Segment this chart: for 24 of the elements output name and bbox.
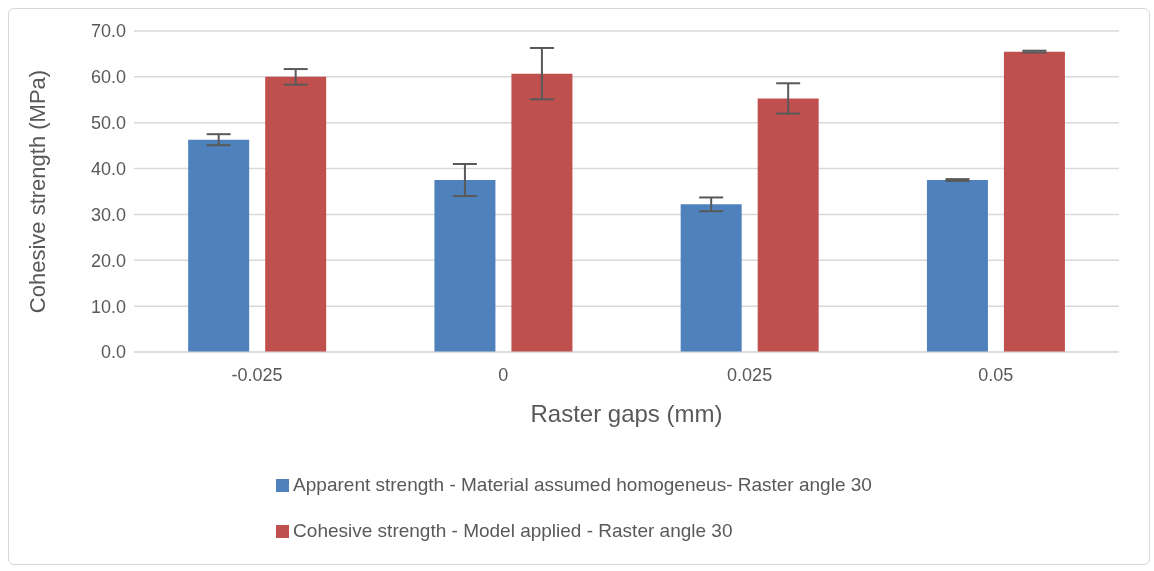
bar [757, 98, 819, 352]
legend-label: Apparent strength - Material assumed homogeneus- Raster angle 30 [293, 474, 872, 495]
y-tick-label: 20.0 [90, 250, 126, 271]
y-tick-label: 50.0 [90, 113, 126, 134]
x-axis-title: Raster gaps (mm) [530, 400, 723, 427]
bar [680, 204, 742, 352]
x-tick-label: 0 [498, 364, 509, 385]
y-tick-label: 70.0 [90, 21, 126, 42]
y-tick-label: 0.0 [100, 342, 126, 363]
x-tick-label: 0.025 [727, 364, 773, 385]
bar [511, 73, 573, 352]
bar [434, 180, 496, 352]
bar [265, 76, 327, 352]
y-tick-label: 60.0 [90, 67, 126, 88]
x-tick-label: 0.05 [978, 364, 1014, 385]
y-tick-label: 30.0 [90, 204, 126, 225]
x-tick-label: -0.025 [231, 364, 283, 385]
bar [926, 180, 988, 352]
bar [188, 139, 250, 352]
legend-label: Cohesive strength - Model applied - Raster angle 30 [293, 520, 733, 541]
y-axis-title: Cohesive strength (MPa) [24, 69, 50, 314]
bar [1003, 51, 1065, 352]
y-tick-label: 10.0 [90, 296, 126, 317]
y-tick-label: 40.0 [90, 158, 126, 179]
